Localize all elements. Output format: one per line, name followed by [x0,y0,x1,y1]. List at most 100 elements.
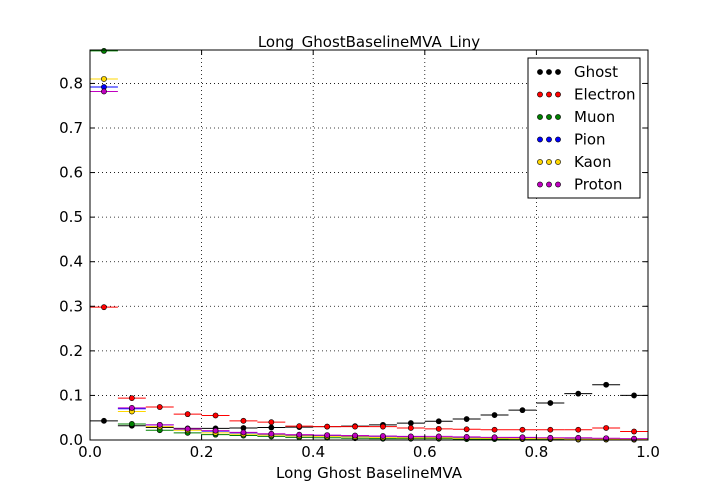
proton-point [407,433,414,440]
legend-label-ghost: Ghost [574,63,618,81]
x-axis-title: Long Ghost BaselineMVA [276,464,463,482]
legend-label-electron: Electron [574,86,636,104]
proton-point [212,427,219,434]
plot-frame [89,49,649,441]
legend-marker-electron [555,91,561,98]
electron-point [380,423,386,430]
muon-point [101,47,107,54]
y-tick-label: 0.5 [59,208,83,226]
x-tick-label: 0.4 [301,443,325,461]
electron-point [101,304,107,311]
proton-point [435,433,442,440]
y-tick-label: 0.6 [59,164,83,182]
legend-frame [527,57,641,199]
electron-point [184,411,191,418]
ghost-point [435,418,442,425]
proton-point [184,425,191,432]
muon-point [128,421,135,427]
legend-marker-kaon [537,159,543,165]
y-tick-label: 0.0 [59,431,83,449]
electron-point [547,426,554,433]
proton-point [268,430,275,437]
electron-point [575,426,582,433]
electron-point [212,412,219,419]
proton-point [519,434,526,441]
electron-point [519,426,526,433]
legend-marker-ghost [537,69,543,75]
ghost-point [575,390,582,397]
electron-point [407,425,414,431]
proton-point [240,429,247,436]
y-tick-label: 0.3 [59,297,83,315]
legend-label-pion: Pion [574,131,606,149]
electron-point [435,425,442,432]
electron-point [491,426,498,433]
proton-point [491,434,498,441]
electron-point [324,423,331,430]
ticks [89,50,649,441]
legend-marker-proton [537,181,543,188]
legend-marker-ghost [546,69,552,75]
legend-marker-pion [555,136,561,143]
legend-label-proton: Proton [574,176,622,194]
legend: Ghost Electron Muon Pion Kaon Proton [527,57,641,199]
series-electron [90,304,648,435]
x-tick-label: 1.0 [636,443,660,461]
kaon-point [101,76,107,82]
x-tick-label: 0.6 [413,443,437,461]
legend-marker-pion [537,136,543,143]
proton-point [380,433,386,439]
legend-marker-proton [555,181,561,188]
y-tick-label: 0.4 [59,253,83,271]
legend-label-kaon: Kaon [574,153,611,171]
ghost-point [547,400,554,406]
legend-marker-muon [546,114,552,120]
legend-marker-kaon [546,159,552,165]
series-layer [90,47,648,443]
ghost-point [407,420,414,426]
electron-point [296,423,303,430]
electron-point [240,417,247,424]
ghost-point [603,381,610,388]
electron-point [631,428,637,435]
proton-point [324,432,331,438]
x-tick-label: 0.2 [190,443,214,461]
x-tick-label: 0.8 [524,443,548,461]
proton-point [156,421,163,428]
series-proton [90,88,648,442]
chart-title: Long_GhostBaselineMVA_Liny [258,33,480,52]
legend-marker-pion [546,136,552,143]
y-tick-label: 0.2 [59,342,83,360]
legend-marker-proton [546,181,552,188]
legend-marker-ghost [555,69,561,75]
proton-point [128,405,135,411]
x-tick-label: 0.0 [78,443,102,461]
legend-marker-muon [555,114,561,120]
electron-point [268,419,275,426]
electron-point [128,395,135,402]
electron-point [156,404,163,410]
legend-marker-muon [537,114,543,120]
y-tick-label: 0.8 [59,74,83,92]
proton-point [352,432,358,439]
ghost-point [631,392,637,399]
ghost-point [268,424,275,431]
proton-point [463,433,470,440]
ghost-point [491,412,498,418]
proton-point [296,431,303,438]
legend-marker-kaon [555,159,561,165]
electron-point [352,423,358,430]
electron-point [463,426,470,433]
proton-point [101,88,107,95]
legend-marker-electron [537,91,543,98]
electron-point [603,425,610,431]
y-tick-label: 0.7 [59,119,83,137]
ghost-point [519,407,526,414]
ghost-point [101,417,107,424]
y-tick-label: 0.1 [59,386,83,404]
legend-marker-electron [546,91,552,98]
tick-labels: 0.0 0.2 0.4 0.6 0.8 1.0 0.0 0.1 0.2 0.3 0.4 0.5 0.6 0… [59,74,660,461]
ghost-point [463,416,470,422]
legend-label-muon: Muon [574,108,615,126]
